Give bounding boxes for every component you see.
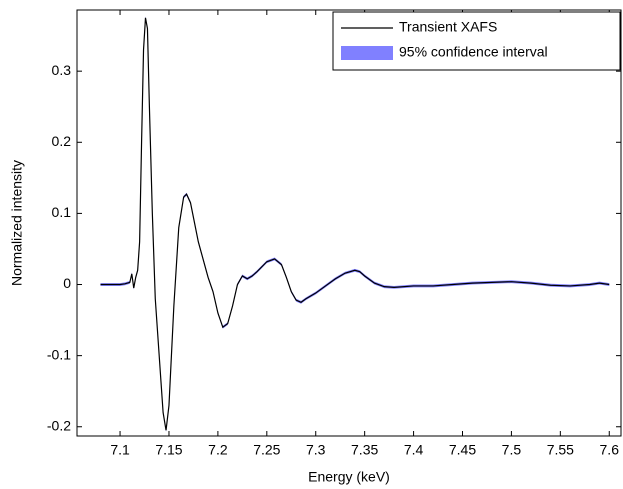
x-axis-label: Energy (keV) <box>308 469 390 485</box>
x-tick-label: 7.35 <box>351 442 378 458</box>
confidence-band <box>100 16 610 432</box>
y-axis-label: Normalized intensity <box>9 160 25 286</box>
x-tick-label: 7.1 <box>110 442 130 458</box>
x-tick-label: 7.45 <box>449 442 476 458</box>
legend-label: Transient XAFS <box>399 19 497 35</box>
y-tick-label: 0 <box>63 275 71 291</box>
x-tick-label: 7.6 <box>600 442 620 458</box>
x-tick-label: 7.2 <box>208 442 228 458</box>
legend-box <box>332 11 621 71</box>
x-tick-label: 7.25 <box>253 442 280 458</box>
x-tick-label: 7.55 <box>547 442 574 458</box>
x-tick-label: 7.5 <box>502 442 522 458</box>
x-tick-label: 7.15 <box>155 442 182 458</box>
y-tick-label: -0.1 <box>47 346 71 362</box>
x-tick-label: 7.4 <box>404 442 424 458</box>
y-tick-label: -0.2 <box>47 417 71 433</box>
y-tick-label: 0.2 <box>52 133 72 149</box>
legend-swatch <box>341 46 393 60</box>
data-line <box>100 17 610 431</box>
y-tick-label: 0.3 <box>52 62 72 78</box>
axes-box <box>76 9 622 437</box>
y-tick-label: 0.1 <box>52 204 72 220</box>
legend-label: 95% confidence interval <box>399 44 548 60</box>
x-tick-label: 7.3 <box>306 442 326 458</box>
